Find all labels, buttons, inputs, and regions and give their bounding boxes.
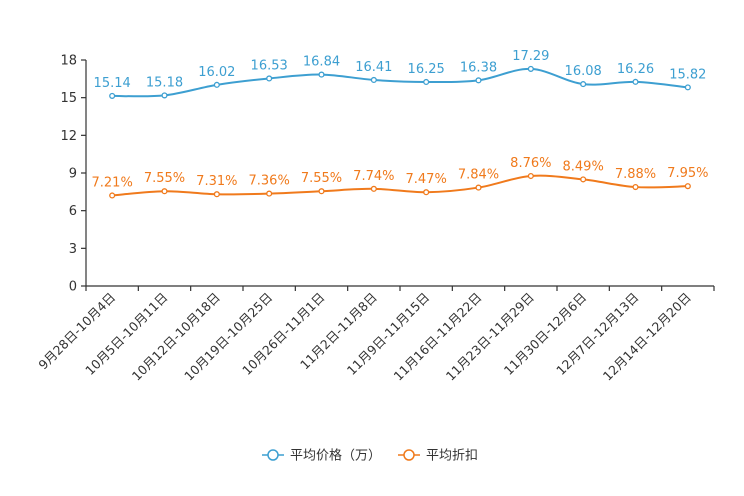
series-group: 15.14 15.18 16.02 16.53 16.84 16.41 16.25 16.38…	[92, 49, 708, 199]
legend-marker-icon	[267, 449, 279, 461]
data-label: 7.84%	[458, 168, 499, 183]
data-label: 7.21%	[92, 175, 133, 190]
data-label: 7.55%	[144, 171, 185, 186]
data-label: 16.08	[565, 64, 602, 79]
data-point[interactable]	[475, 184, 482, 191]
legend-label: 平均价格（万）	[290, 448, 381, 464]
data-label: 15.14	[94, 76, 131, 91]
data-label: 8.76%	[510, 156, 551, 171]
x-tick-label: 12月14日-12月20日	[600, 290, 694, 384]
series-line	[112, 67, 688, 98]
y-tick-label: 0	[69, 280, 77, 295]
data-label: 7.95%	[667, 166, 708, 181]
data-label: 7.74%	[353, 169, 394, 184]
data-label: 7.47%	[406, 172, 447, 187]
legend-label: 平均折扣	[426, 449, 478, 464]
data-point[interactable]	[423, 189, 430, 196]
data-point[interactable]	[318, 188, 325, 195]
data-point[interactable]	[161, 188, 168, 195]
data-point[interactable]	[580, 81, 587, 88]
y-tick-label: 9	[69, 167, 77, 182]
data-point[interactable]	[684, 183, 691, 190]
legend-item-avg-price[interactable]: 平均价格（万）	[262, 448, 381, 464]
y-tick-label: 15	[60, 91, 77, 106]
y-tick-label: 3	[69, 242, 77, 257]
data-label: 17.29	[512, 49, 549, 64]
data-point[interactable]	[527, 65, 534, 72]
legend-item-avg-discount[interactable]: 平均折扣	[398, 449, 478, 464]
data-point[interactable]	[370, 76, 377, 84]
x-tick-label: 11月23日-11月29日	[443, 290, 537, 384]
data-point[interactable]	[213, 191, 220, 198]
data-point[interactable]	[527, 172, 534, 180]
legend[interactable]: 平均价格（万） 平均折扣	[262, 448, 478, 464]
data-label: 15.18	[146, 75, 183, 90]
data-label: 16.25	[408, 62, 445, 77]
data-point[interactable]	[213, 81, 220, 88]
data-point[interactable]	[632, 184, 639, 191]
data-point[interactable]	[423, 78, 430, 86]
data-point[interactable]	[632, 78, 639, 85]
x-tick-label: 11月16日-11月22日	[390, 290, 484, 384]
data-point[interactable]	[580, 176, 587, 183]
data-label: 15.82	[669, 67, 706, 82]
data-label: 16.26	[617, 62, 654, 77]
data-label: 7.36%	[249, 174, 290, 189]
data-label: 16.41	[355, 60, 392, 75]
axes: 03691215189月28日-10月4日10月5日-10月11日10月12日-…	[35, 54, 715, 384]
data-label: 8.49%	[563, 159, 604, 174]
data-point[interactable]	[109, 192, 116, 199]
y-tick-label: 6	[69, 204, 77, 219]
y-tick-label: 12	[60, 129, 77, 144]
data-point[interactable]	[370, 185, 377, 192]
legend-marker-icon	[403, 449, 415, 461]
data-point[interactable]	[318, 71, 325, 78]
data-point[interactable]	[266, 190, 273, 197]
data-point[interactable]	[161, 92, 168, 99]
data-label: 16.38	[460, 60, 497, 75]
data-point[interactable]	[475, 77, 482, 84]
data-point[interactable]	[109, 92, 116, 99]
data-label: 7.55%	[301, 171, 342, 186]
data-label: 7.31%	[196, 174, 237, 189]
x-tick-label: 10月12日-10月18日	[129, 290, 223, 384]
data-label: 16.84	[303, 55, 340, 70]
data-label: 16.53	[251, 58, 288, 73]
x-tick-label: 10月19日-10月25日	[181, 290, 275, 384]
series-avg-price: 15.14 15.18 16.02 16.53 16.84 16.41 16.25 16.38…	[94, 49, 706, 99]
series-line	[112, 174, 688, 197]
data-label: 7.88%	[615, 167, 656, 182]
data-point[interactable]	[684, 84, 691, 91]
y-tick-label: 18	[60, 54, 77, 69]
data-label: 16.02	[198, 65, 235, 80]
data-point[interactable]	[266, 75, 273, 82]
series-avg-discount: 7.21% 7.55% 7.31% 7.36% 7.55% 7.74% 7.47% 7.84%…	[92, 156, 708, 199]
